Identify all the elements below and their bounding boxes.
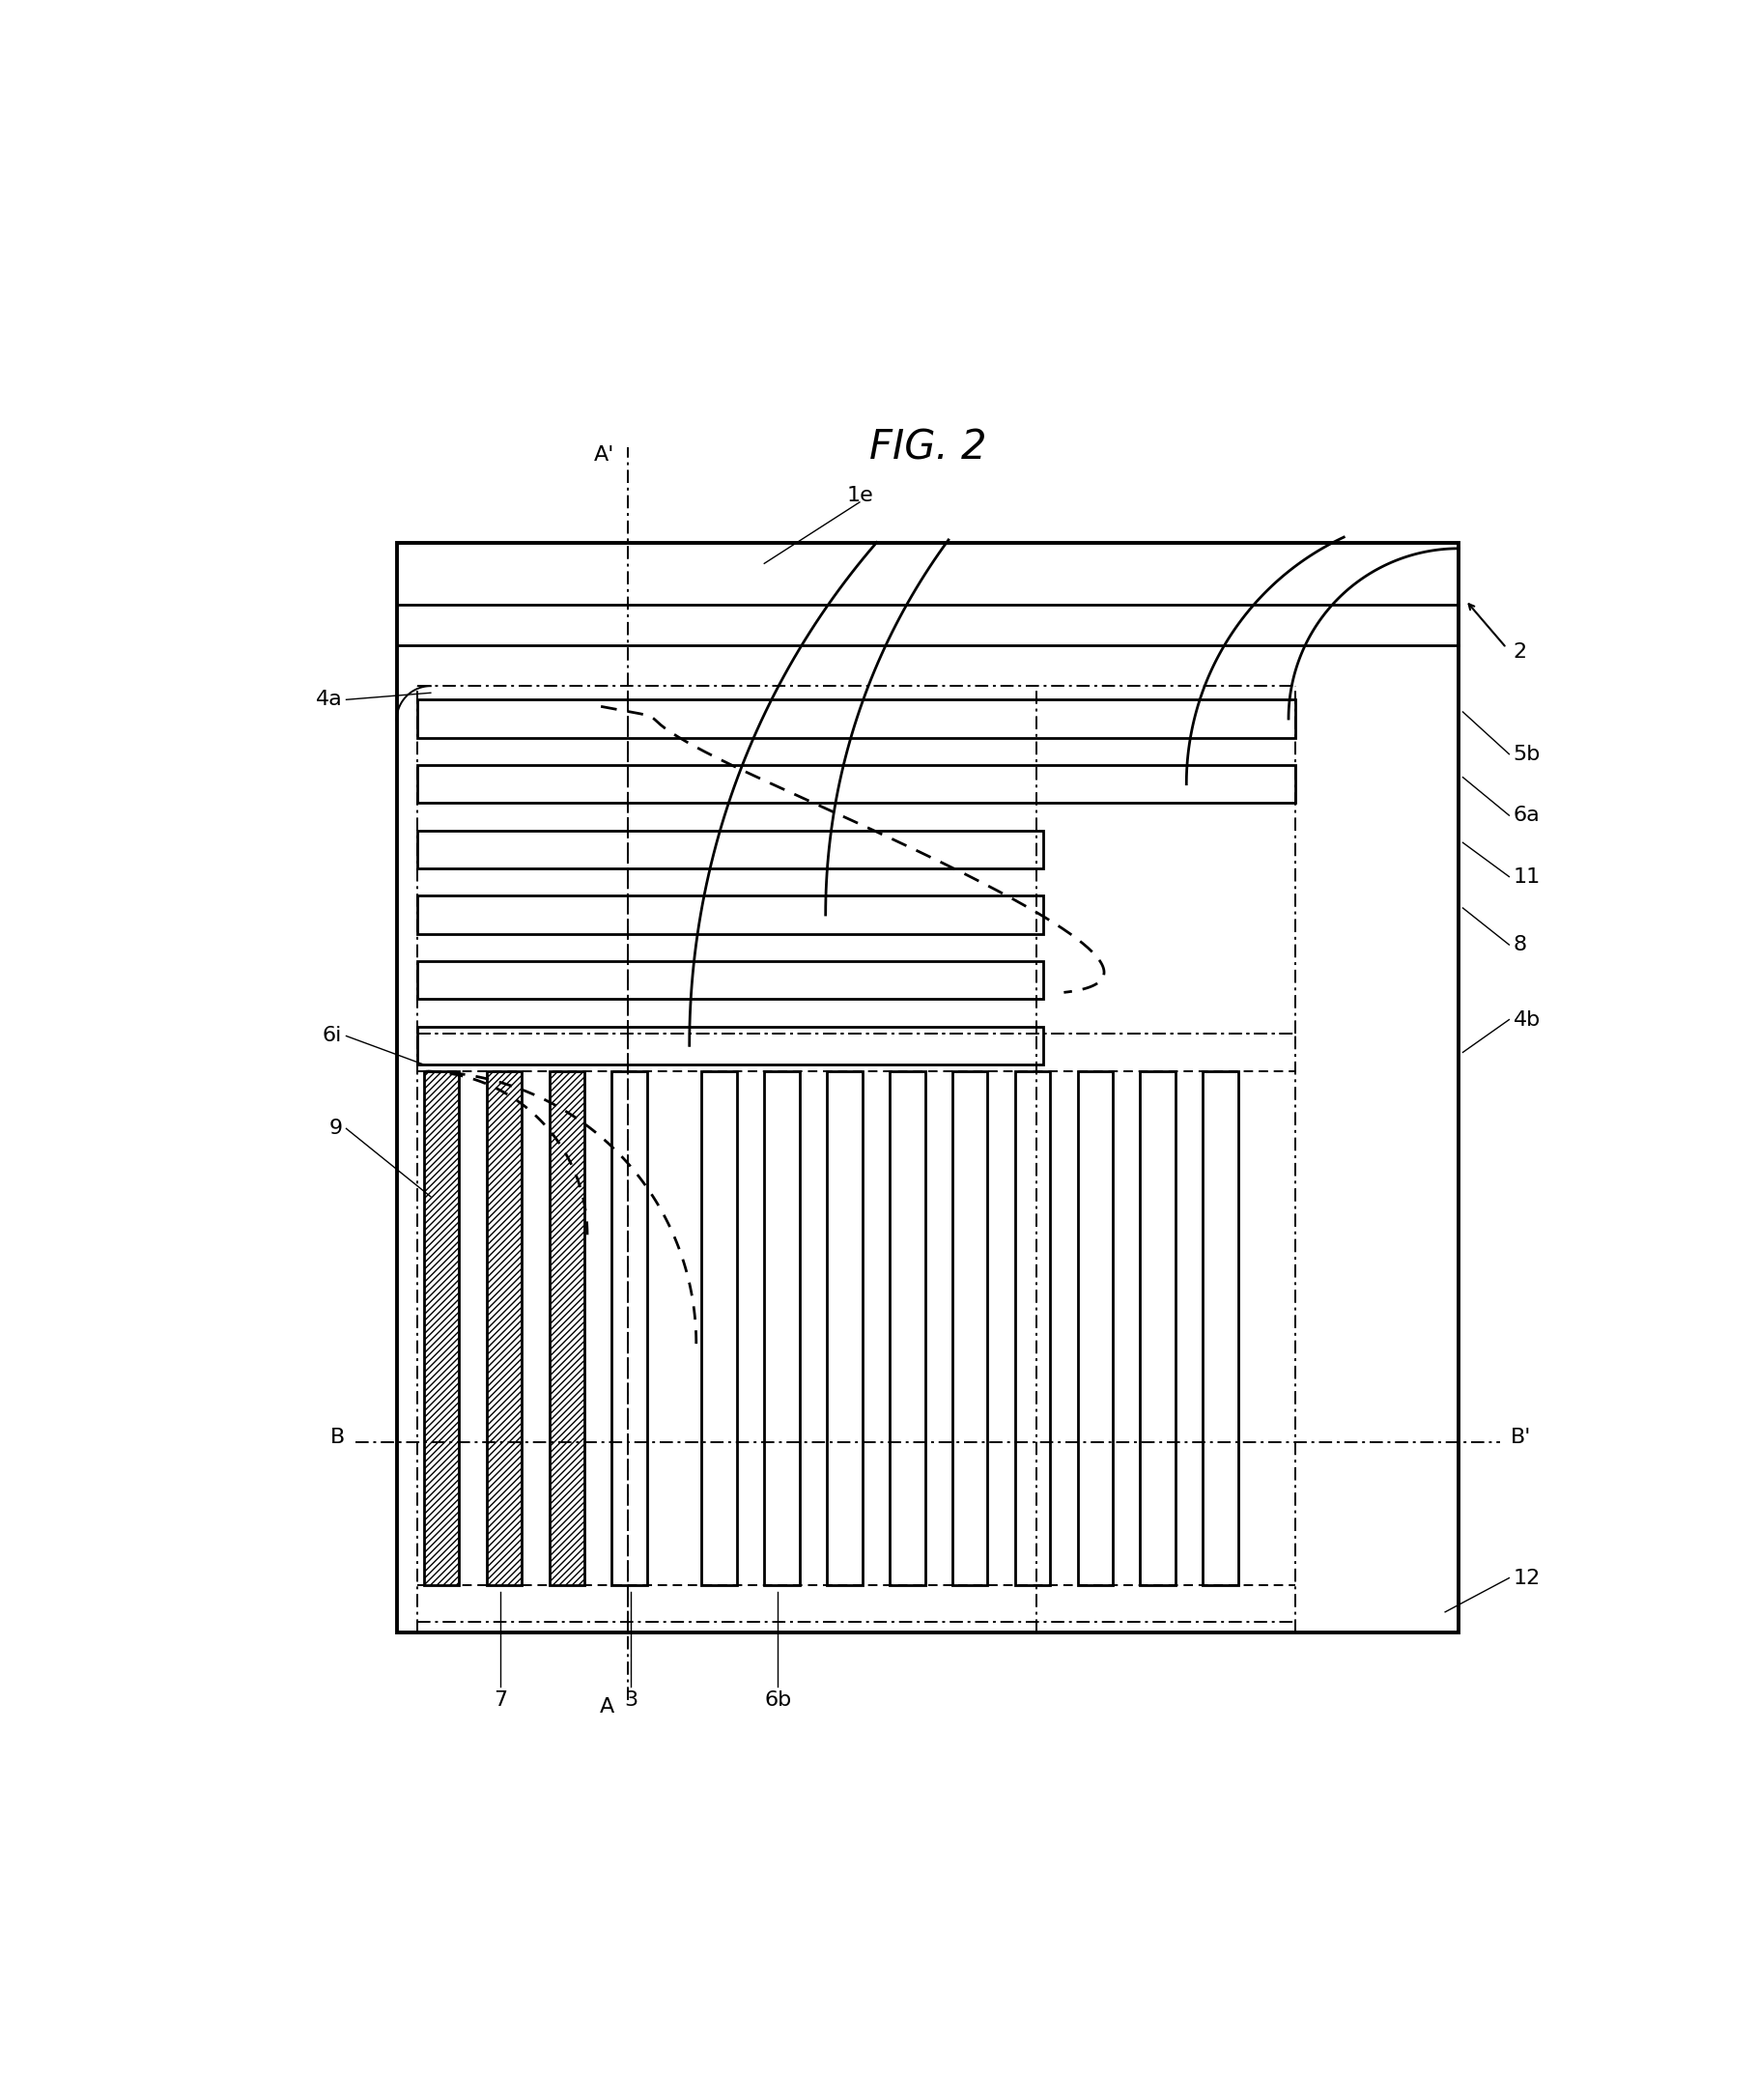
Bar — [701, 1071, 738, 1585]
Bar — [416, 1027, 1044, 1065]
Text: 4a: 4a — [315, 691, 343, 710]
Text: 9: 9 — [329, 1119, 343, 1138]
Bar — [416, 962, 1044, 1000]
Text: A': A' — [594, 445, 615, 464]
Bar — [952, 1071, 987, 1585]
Text: A: A — [599, 1697, 615, 1718]
Bar — [397, 544, 1458, 1632]
Bar — [416, 764, 1295, 802]
Text: B': B' — [1511, 1428, 1530, 1447]
Text: B: B — [330, 1428, 344, 1447]
Bar — [416, 830, 1044, 869]
Text: 3: 3 — [624, 1690, 638, 1709]
Bar — [828, 1071, 863, 1585]
Text: 5b: 5b — [1513, 743, 1541, 764]
Bar — [764, 1071, 799, 1585]
Bar — [889, 1071, 924, 1585]
Bar — [550, 1071, 585, 1585]
Bar — [487, 1071, 522, 1585]
Text: 6a: 6a — [1513, 806, 1541, 825]
Bar — [1016, 1071, 1051, 1585]
Text: 11: 11 — [1513, 867, 1541, 886]
Text: 4b: 4b — [1513, 1010, 1541, 1029]
Bar — [416, 897, 1044, 934]
Text: 7: 7 — [494, 1690, 508, 1709]
Bar — [416, 699, 1295, 737]
Text: 12: 12 — [1513, 1569, 1541, 1588]
Bar — [611, 1071, 647, 1585]
Text: 8: 8 — [1513, 934, 1527, 953]
Bar — [1077, 1071, 1112, 1585]
Bar — [1204, 1071, 1239, 1585]
Text: 2: 2 — [1513, 643, 1527, 662]
Text: FIG. 2: FIG. 2 — [870, 428, 986, 468]
Bar — [1140, 1071, 1175, 1585]
Text: 6b: 6b — [764, 1690, 792, 1709]
Text: 1e: 1e — [847, 485, 873, 504]
Text: 6i: 6i — [323, 1027, 343, 1046]
Bar — [423, 1071, 459, 1585]
